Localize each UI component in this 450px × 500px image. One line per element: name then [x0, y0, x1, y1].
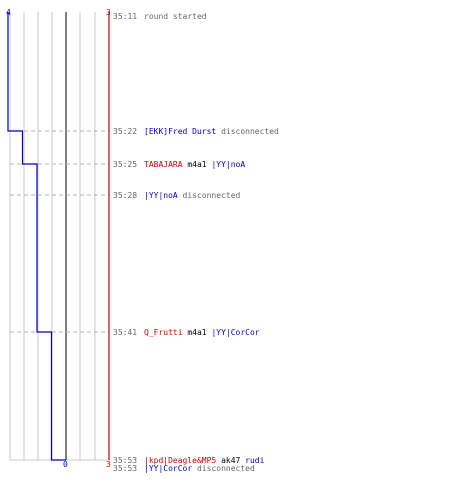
alive-step-lines: [7, 12, 110, 461]
log-event-text: disconnected: [178, 191, 241, 200]
log-entry: 35:53 |YY|CorCor disconnected: [113, 464, 255, 473]
log-message: [EKK]Fred Durst disconnected: [144, 127, 279, 136]
log-weapon-text: ak47: [216, 456, 245, 465]
blue-top-count: 4: [6, 8, 11, 17]
log-time: 35:11: [113, 12, 137, 21]
log-message: round started: [144, 12, 207, 21]
log-entry: 35:25 TABAJARA m4a1 |YY|noA: [113, 160, 245, 169]
zero-count: 0: [63, 460, 68, 469]
log-blue-text: |YY|CorCor: [211, 328, 259, 337]
log-blue-text: [EKK]Fred Durst: [144, 127, 216, 136]
log-entry: 35:41 Q_Frutti m4a1 |YY|CorCor: [113, 328, 260, 337]
log-weapon-text: m4a1: [183, 160, 212, 169]
log-message: |YY|noA disconnected: [144, 191, 241, 200]
log-blue-text: |YY|CorCor: [144, 464, 192, 473]
log-time: 35:41: [113, 328, 137, 337]
log-blue-text: rudi: [245, 456, 264, 465]
log-red-text: Q_Frutti: [144, 328, 183, 337]
log-entry: 35:53 |kpd|Deagle&MP5 ak47 rudi: [113, 456, 265, 465]
log-message: Q_Frutti m4a1 |YY|CorCor: [144, 328, 260, 337]
log-time: 35:22: [113, 127, 137, 136]
event-log: 35:11 round started 35:22 [EKK]Fred Durst d…: [113, 12, 279, 473]
log-entry: 35:22 [EKK]Fred Durst disconnected: [113, 127, 279, 136]
blue-alive-line: [7, 12, 66, 461]
log-blue-text: |YY|noA: [144, 191, 178, 200]
log-event-text: round started: [144, 12, 207, 21]
log-time: 35:53: [113, 464, 137, 473]
log-event-text: disconnected: [192, 464, 255, 473]
scale-labels: 4 3 0 3: [6, 8, 111, 469]
log-entry: 35:28 |YY|noA disconnected: [113, 191, 241, 200]
log-message: |kpd|Deagle&MP5 ak47 rudi: [144, 456, 265, 465]
log-time: 35:53: [113, 456, 137, 465]
log-message: TABAJARA m4a1 |YY|noA: [144, 160, 245, 169]
log-red-text: TABAJARA: [144, 160, 183, 169]
event-guide-lines: [10, 130, 109, 333]
log-weapon-text: m4a1: [183, 328, 212, 337]
red-top-count: 3: [106, 8, 111, 17]
log-red-text: |kpd|Deagle&MP5: [144, 456, 216, 465]
log-message: |YY|CorCor disconnected: [144, 464, 255, 473]
alive-grid: [9, 12, 109, 461]
log-blue-text: |YY|noA: [211, 160, 245, 169]
log-event-text: disconnected: [216, 127, 279, 136]
log-time: 35:25: [113, 160, 137, 169]
log-entry: 35:11 round started: [113, 12, 207, 21]
log-time: 35:28: [113, 191, 137, 200]
red-bottom-count: 3: [106, 460, 111, 469]
